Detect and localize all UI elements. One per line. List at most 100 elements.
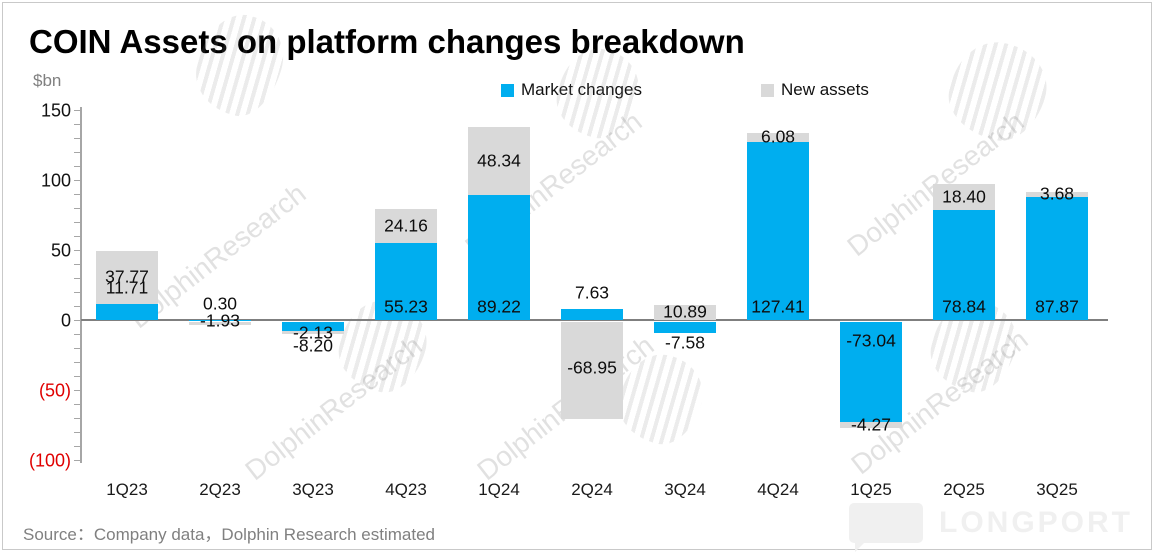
- y-axis-tick: [74, 404, 80, 405]
- data-label-new-assets: 10.89: [663, 301, 707, 322]
- x-tick-label: 2Q23: [199, 480, 241, 499]
- data-label-new-assets: 24.16: [384, 215, 428, 236]
- data-label-new-assets: -4.27: [851, 414, 891, 435]
- bar-segment-market-changes: [654, 322, 716, 333]
- y-tick-label: 100: [40, 170, 71, 191]
- bar-segment-new-assets: [840, 422, 902, 429]
- y-axis-tick: [74, 418, 80, 419]
- y-axis-tick: [74, 208, 80, 209]
- y-axis-tick: [74, 180, 80, 181]
- bar-segment-market-changes: [375, 242, 437, 320]
- y-axis-tick: [74, 264, 80, 265]
- y-axis-tick: [74, 236, 80, 237]
- bar-segment-new-assets: [96, 250, 158, 304]
- bar-segment-market-changes: [747, 141, 809, 320]
- data-label-market-changes: 89.22: [477, 296, 521, 317]
- y-axis-tick: [74, 432, 80, 433]
- data-label-market-changes: 55.23: [384, 296, 428, 317]
- y-axis-tick: [74, 110, 80, 111]
- y-axis-tick: [74, 320, 80, 321]
- longport-wordmark: LONGPORT: [939, 506, 1133, 539]
- bar-segment-new-assets: [654, 304, 716, 320]
- data-label-market-changes: 0.30: [202, 293, 238, 314]
- y-axis-tick: [74, 152, 80, 153]
- x-tick-label: 4Q23: [385, 480, 427, 499]
- y-axis-tick: [74, 362, 80, 363]
- bar-segment-new-assets: [468, 127, 530, 196]
- page-title: COIN Assets on platform changes breakdow…: [29, 23, 745, 60]
- data-label-market-changes: 7.63: [574, 282, 610, 303]
- bar-segment-new-assets: [747, 133, 809, 142]
- zero-gridline: [81, 319, 1108, 321]
- y-tick-label: (50): [38, 380, 71, 401]
- data-label-new-assets: 37.77: [105, 266, 149, 287]
- bar-segment-new-assets: [375, 208, 437, 243]
- legend-swatch-market-changes: [501, 83, 514, 97]
- data-label-market-changes: 11.71: [105, 277, 149, 298]
- x-tick-label: 2Q24: [571, 480, 613, 499]
- y-axis-line: [80, 107, 82, 463]
- x-tick-label: 1Q25: [850, 480, 892, 499]
- bar-segment-new-assets: [1026, 191, 1088, 197]
- bar-segment-new-assets: [282, 331, 344, 335]
- bar-segment-new-assets: [189, 322, 251, 325]
- data-label-new-assets: -1.93: [200, 310, 240, 331]
- x-tick-label: 3Q25: [1036, 480, 1078, 499]
- data-label-new-assets: 3.68: [1039, 183, 1075, 204]
- y-axis-tick: [74, 306, 80, 307]
- y-axis-tick: [74, 124, 80, 125]
- x-tick-label: 1Q24: [478, 480, 520, 499]
- data-label-market-changes: 87.87: [1035, 296, 1079, 317]
- watermark-stripes-icon: [610, 345, 712, 453]
- y-axis-tick: [74, 250, 80, 251]
- y-axis-tick: [74, 166, 80, 167]
- y-axis-tick: [74, 292, 80, 293]
- watermark-stripes-icon: [939, 31, 1057, 151]
- y-tick-label: 150: [40, 100, 71, 121]
- y-axis-tick: [74, 348, 80, 349]
- bar-segment-market-changes: [468, 195, 530, 320]
- x-tick-label: 2Q25: [943, 480, 985, 499]
- data-label-market-changes: 78.84: [942, 296, 986, 317]
- legend-label-new-assets: New assets: [781, 80, 869, 99]
- legend-item-market-changes: Market changes: [501, 80, 642, 100]
- bar-segment-market-changes: [933, 209, 995, 320]
- y-axis-tick: [74, 446, 80, 447]
- bar-segment-new-assets: [561, 322, 623, 419]
- y-axis-tick: [74, 390, 80, 391]
- y-axis-unit-label: $bn: [33, 71, 62, 90]
- y-axis-tick: [74, 138, 80, 139]
- legend-label-market-changes: Market changes: [521, 80, 642, 99]
- data-label-new-assets: -68.95: [567, 357, 617, 378]
- y-axis-tick: [74, 460, 80, 461]
- y-axis-tick: [74, 278, 80, 279]
- y-axis-tick: [74, 194, 80, 195]
- x-tick-label: 1Q23: [106, 480, 148, 499]
- bar-segment-market-changes: [282, 322, 344, 334]
- y-tick-label: (100): [28, 450, 71, 471]
- y-axis-tick: [74, 376, 80, 377]
- data-label-market-changes: -8.20: [293, 335, 333, 356]
- x-tick-label: 3Q23: [292, 480, 334, 499]
- legend-item-new-assets: New assets: [761, 80, 869, 100]
- bar-segment-market-changes: [96, 303, 158, 320]
- y-axis-tick: [74, 222, 80, 223]
- x-tick-label: 3Q24: [664, 480, 706, 499]
- source-note: Source：Company data，Dolphin Research est…: [23, 525, 435, 544]
- y-tick-label: 50: [50, 240, 71, 261]
- longport-logo: LONGPORT: [849, 503, 1133, 552]
- bar-segment-market-changes: [561, 309, 623, 320]
- data-label-new-assets: -2.13: [293, 322, 333, 343]
- bar-segment-market-changes: [189, 319, 251, 321]
- data-label-new-assets: 48.34: [477, 150, 521, 171]
- data-label-new-assets: 6.08: [760, 126, 796, 147]
- bar-segment-market-changes: [1026, 196, 1088, 320]
- speech-bubble-icon: [849, 503, 923, 552]
- y-axis-tick: [74, 334, 80, 335]
- watermark-text: DolphinResearch: [239, 329, 428, 487]
- data-label-market-changes: -73.04: [846, 330, 896, 351]
- data-label-new-assets: 18.40: [942, 186, 986, 207]
- bar-segment-market-changes: [840, 322, 902, 425]
- data-label-market-changes: -7.58: [665, 332, 705, 353]
